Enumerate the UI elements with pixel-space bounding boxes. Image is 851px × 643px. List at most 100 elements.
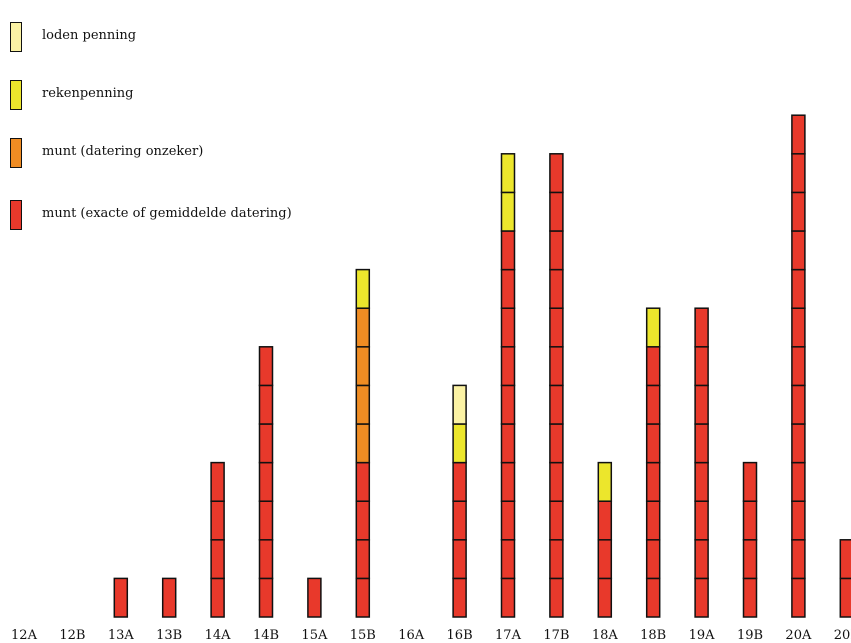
bar-block-14B-s0-4 <box>258 423 274 464</box>
bar-block-17B-s0-9 <box>549 230 564 271</box>
bar-block-18B-s2-0 <box>645 307 661 348</box>
bar-block-20A-s0-7 <box>791 307 806 348</box>
bar-block-17B-s0-10 <box>549 191 564 232</box>
bar-block-15B-s1-1 <box>355 384 371 425</box>
legend-label: munt (exacte of gemiddelde datering) <box>42 206 292 221</box>
bar-block-19A-s0-7 <box>694 307 709 348</box>
x-tick-label-16A: 16A <box>398 628 425 643</box>
legend-label: rekenpenning <box>42 86 134 101</box>
bar-block-15B-s0-1 <box>355 539 371 580</box>
bar-block-19A-s0-0 <box>694 577 709 618</box>
bar-block-17B-s0-3 <box>549 461 564 502</box>
bar-block-18B-s0-0 <box>645 577 661 618</box>
bar-block-18B-s0-5 <box>645 384 661 425</box>
bar-block-18B-s0-6 <box>645 346 661 387</box>
x-tick-label-13A: 13A <box>108 628 135 643</box>
bar-block-18A-s0-2 <box>597 500 613 541</box>
bar-block-15B-s1-0 <box>355 423 371 464</box>
bar-block-19A-s0-1 <box>694 539 709 580</box>
bar-block-18B-s0-4 <box>645 423 661 464</box>
x-tick-label-20A: 20A <box>785 628 812 643</box>
bar-block-20B-s0-0 <box>839 577 851 618</box>
bar-block-18A-s2-0 <box>597 461 613 502</box>
bar-block-17A-s0-8 <box>500 268 516 309</box>
bar-block-17A-s2-1 <box>500 153 516 194</box>
bar-block-20A-s0-2 <box>791 500 806 541</box>
bar-block-17A-s0-1 <box>500 539 516 580</box>
x-tick-label-14A: 14A <box>205 628 232 643</box>
bar-block-17B-s0-4 <box>549 423 564 464</box>
bar-block-19A-s0-4 <box>694 423 709 464</box>
bar-block-20A-s0-9 <box>791 230 806 271</box>
legend-swatch <box>10 80 22 110</box>
legend-label: munt (datering onzeker) <box>42 144 204 159</box>
x-tick-label-19B: 19B <box>737 628 763 643</box>
bar-block-20A-s0-11 <box>791 153 806 194</box>
x-tick-label-17B: 17B <box>543 628 569 643</box>
bar-block-14B-s0-3 <box>258 461 274 502</box>
bar-block-16B-s2-0 <box>452 423 467 464</box>
bar-block-17B-s0-5 <box>549 384 564 425</box>
legend-swatch <box>10 200 22 230</box>
x-tick-label-12A: 12A <box>11 628 38 643</box>
bar-block-16B-s0-2 <box>452 500 467 541</box>
bar-block-14B-s0-5 <box>258 384 274 425</box>
bar-block-17B-s0-8 <box>549 268 564 309</box>
bar-block-15B-s0-0 <box>355 577 371 618</box>
bar-block-14B-s0-0 <box>258 577 274 618</box>
bar-block-13B-s0-0 <box>161 577 177 618</box>
bar-block-18A-s0-0 <box>597 577 613 618</box>
bar-block-19A-s0-6 <box>694 346 709 387</box>
bar-block-20A-s0-10 <box>791 191 806 232</box>
bar-block-17B-s0-7 <box>549 307 564 348</box>
bar-block-17B-s0-2 <box>549 500 564 541</box>
bar-block-20B-s0-1 <box>839 539 851 580</box>
bar-block-14B-s0-1 <box>258 539 274 580</box>
bar-block-17A-s0-4 <box>500 423 516 464</box>
bar-block-20A-s0-12 <box>791 114 806 155</box>
x-tick-label-17A: 17A <box>495 628 522 643</box>
x-tick-label-19A: 19A <box>689 628 716 643</box>
bar-block-20A-s0-3 <box>791 461 806 502</box>
bar-block-19B-s0-1 <box>742 539 758 580</box>
x-tick-label-15B: 15B <box>350 628 376 643</box>
bar-block-13A-s0-0 <box>113 577 129 618</box>
bar-block-17A-s0-9 <box>500 230 516 271</box>
bar-block-18B-s0-3 <box>645 461 661 502</box>
x-tick-label-18A: 18A <box>592 628 619 643</box>
bar-block-17B-s0-1 <box>549 539 564 580</box>
bar-block-17B-s0-0 <box>549 577 564 618</box>
bar-block-14A-s0-0 <box>210 577 225 618</box>
x-tick-label-12B: 12B <box>59 628 85 643</box>
bar-block-17A-s0-5 <box>500 384 516 425</box>
legend-swatch <box>10 138 22 168</box>
bar-block-19B-s0-0 <box>742 577 758 618</box>
bar-block-20A-s0-5 <box>791 384 806 425</box>
bar-block-14B-s0-6 <box>258 346 274 387</box>
bar-block-17A-s0-0 <box>500 577 516 618</box>
bar-block-17A-s0-3 <box>500 461 516 502</box>
bar-block-20A-s0-8 <box>791 268 806 309</box>
bar-block-19A-s0-2 <box>694 500 709 541</box>
bar-block-19B-s0-2 <box>742 500 758 541</box>
bar-block-17A-s0-7 <box>500 307 516 348</box>
legend-label: loden penning <box>42 28 137 43</box>
x-tick-label-16B: 16B <box>447 628 473 643</box>
x-tick-label-20B: 20B <box>834 628 851 643</box>
bar-block-17A-s0-2 <box>500 500 516 541</box>
bar-block-17B-s0-11 <box>549 153 564 194</box>
bar-block-15B-s1-2 <box>355 346 371 387</box>
bar-block-18B-s0-2 <box>645 500 661 541</box>
bar-block-15B-s0-3 <box>355 461 371 502</box>
bar-block-20A-s0-6 <box>791 346 806 387</box>
bar-block-19A-s0-3 <box>694 461 709 502</box>
bar-block-18B-s0-1 <box>645 539 661 580</box>
legend-swatch <box>10 22 22 52</box>
bar-block-18A-s0-1 <box>597 539 613 580</box>
x-tick-label-15A: 15A <box>301 628 328 643</box>
bar-block-14A-s0-1 <box>210 539 225 580</box>
bar-block-16B-s0-0 <box>452 577 467 618</box>
bar-block-15B-s1-3 <box>355 307 371 348</box>
bar-block-15B-s0-2 <box>355 500 371 541</box>
